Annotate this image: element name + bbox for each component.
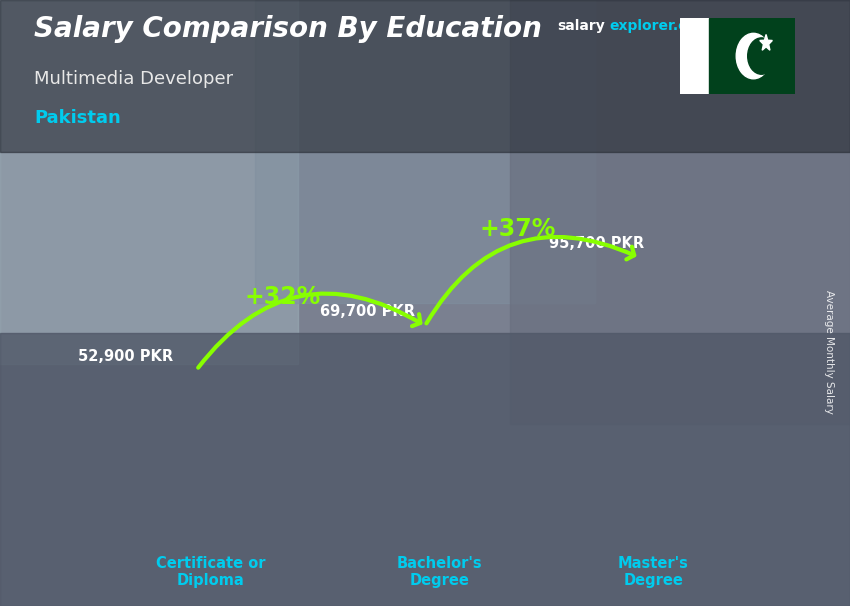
Text: Pakistan: Pakistan	[34, 109, 121, 127]
Text: 95,700 PKR: 95,700 PKR	[549, 236, 644, 251]
Text: 52,900 PKR: 52,900 PKR	[77, 348, 173, 364]
Text: explorer.com: explorer.com	[609, 19, 711, 33]
Text: +32%: +32%	[244, 285, 320, 310]
Bar	[680, 18, 709, 94]
Circle shape	[736, 33, 771, 79]
Text: salary: salary	[557, 19, 604, 33]
Text: Master's
Degree: Master's Degree	[618, 556, 688, 588]
Text: Certificate or
Diploma: Certificate or Diploma	[156, 556, 265, 588]
Text: Multimedia Developer: Multimedia Developer	[34, 70, 233, 88]
Text: Bachelor's
Degree: Bachelor's Degree	[396, 556, 482, 588]
Text: Salary Comparison By Education: Salary Comparison By Education	[34, 15, 542, 43]
Bar	[510, 0, 850, 424]
Bar	[0, 0, 298, 364]
Bar	[0, 333, 850, 606]
Polygon shape	[760, 35, 773, 50]
Bar	[0, 0, 850, 152]
Text: Average Monthly Salary: Average Monthly Salary	[824, 290, 834, 413]
Circle shape	[748, 38, 775, 75]
Text: +37%: +37%	[479, 216, 556, 241]
Text: 69,700 PKR: 69,700 PKR	[320, 304, 416, 319]
Bar	[709, 18, 795, 94]
Bar	[255, 0, 595, 303]
